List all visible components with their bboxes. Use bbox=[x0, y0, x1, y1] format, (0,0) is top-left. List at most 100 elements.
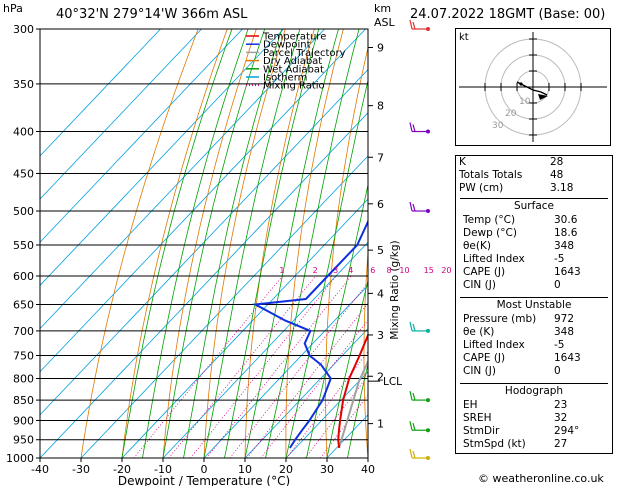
isotherm-line bbox=[162, 241, 368, 458]
location-title: 40°32'N 279°14'W 366m ASL bbox=[56, 7, 248, 22]
surface-theta-value: 348 bbox=[554, 240, 575, 252]
legend-entry: Parcel Trajectory bbox=[263, 48, 346, 59]
surface-theta-label: θe(K) bbox=[463, 240, 491, 252]
isotherm-line bbox=[244, 327, 368, 458]
wind-barb-flag bbox=[409, 201, 413, 212]
pressure-tick-label: 750 bbox=[13, 349, 34, 362]
wet-adiabat-line bbox=[347, 362, 368, 458]
x-axis-label: Dewpoint / Temperature (°C) bbox=[118, 474, 290, 486]
mixing-ratio-label: 3 bbox=[333, 266, 338, 275]
stmdir-value: 294° bbox=[554, 425, 580, 437]
stmspd-value: 27 bbox=[554, 438, 568, 450]
km-tick-label: 6 bbox=[377, 198, 384, 211]
pressure-tick-label: 800 bbox=[13, 372, 34, 385]
mixing-ratio-label: 1 bbox=[279, 266, 284, 275]
wind-barb-dot bbox=[426, 456, 430, 460]
dry-adiabat-line bbox=[401, 29, 430, 458]
surface-section: Surface Temp (°C) 30.6 Dewp (°C) 18.6 θe(K… bbox=[460, 198, 608, 294]
wind-barb-dot bbox=[426, 129, 430, 134]
pressure-tick-label: 500 bbox=[13, 205, 34, 218]
dry-adiabat-line bbox=[80, 29, 199, 458]
lcl-label: LCL bbox=[383, 376, 402, 388]
hpa-label: hPa bbox=[3, 2, 23, 15]
isotherm-line bbox=[121, 198, 368, 458]
pw-row: PW (cm) 3.18 bbox=[456, 182, 612, 195]
km-tick-label: 4 bbox=[377, 287, 384, 300]
km-tick-label: 3 bbox=[377, 329, 384, 342]
surface-dewp-value: 18.6 bbox=[554, 227, 578, 239]
hodo-stats-title: Hodograph bbox=[504, 385, 564, 397]
wind-barb-flag bbox=[412, 21, 416, 30]
sreh-label: SREH bbox=[463, 412, 492, 424]
mixing-ratio-label: 6 bbox=[370, 266, 375, 275]
isotherm-line bbox=[203, 284, 368, 458]
legend-entry: Isotherm bbox=[263, 73, 307, 84]
isotherm-line bbox=[40, 29, 161, 157]
wind-barbs bbox=[409, 19, 430, 460]
parcel-trajectory-line bbox=[338, 359, 368, 449]
pressure-tick-label: 450 bbox=[13, 167, 34, 180]
legend-entry: Temperature bbox=[262, 32, 326, 43]
chart-profiles bbox=[252, 219, 368, 449]
wind-barb-flag bbox=[409, 122, 413, 132]
wind-barb-flag bbox=[412, 124, 416, 132]
isotherm-line bbox=[40, 29, 202, 200]
pressure-tick-label: 900 bbox=[13, 414, 34, 427]
legend-entry: Dewpoint bbox=[263, 40, 311, 51]
pressure-tick-label: 650 bbox=[13, 299, 34, 312]
hodo-ring-label: 20 bbox=[505, 109, 517, 119]
y-axis-label: Mixing Ratio (g/kg) bbox=[389, 240, 401, 339]
wind-barb-dot bbox=[426, 398, 430, 403]
surface-li-value: -5 bbox=[554, 253, 565, 265]
wind-barb-flag bbox=[409, 321, 413, 332]
dry-adiabat-line bbox=[285, 29, 344, 458]
hodograph: kt 10 20 30 bbox=[455, 28, 611, 146]
temperature-tick-label: 40 bbox=[361, 463, 375, 476]
temperature-tick-label: -40 bbox=[31, 463, 49, 476]
hodo-ring-label: 10 bbox=[519, 97, 531, 107]
chart-grid bbox=[40, 29, 430, 458]
hodo-ring-label: 30 bbox=[492, 121, 504, 131]
temperature-tick-label: -20 bbox=[113, 463, 131, 476]
mixing-ratio-line bbox=[246, 302, 368, 458]
wind-barb-flag bbox=[409, 448, 413, 459]
km-tick-label: 1 bbox=[377, 418, 384, 431]
wind-barb-flag bbox=[409, 19, 413, 30]
mixing-ratio-label: 10 bbox=[399, 266, 409, 275]
pressure-tick-label: 850 bbox=[13, 394, 34, 407]
temperature-tick-label: -30 bbox=[72, 463, 90, 476]
km-tick-label: 7 bbox=[377, 151, 384, 164]
wet-adiabat-line bbox=[121, 29, 233, 458]
mixing-ratio-line bbox=[286, 351, 368, 458]
wind-barb-flag bbox=[412, 450, 416, 459]
asl-label: ASL bbox=[374, 16, 395, 29]
pressure-tick-label: 300 bbox=[13, 23, 34, 36]
pressure-tick-label: 550 bbox=[13, 239, 34, 252]
wind-barb-flag bbox=[412, 203, 416, 212]
temperature-tick-label: 10 bbox=[238, 463, 252, 476]
temperature-tick-label: 0 bbox=[201, 463, 208, 476]
isotherm-line bbox=[80, 155, 368, 458]
pressure-tick-label: 1000 bbox=[6, 452, 34, 465]
most-unstable-title: Most Unstable bbox=[496, 299, 572, 311]
pressure-tick-label: 400 bbox=[13, 126, 34, 139]
eh-value: 23 bbox=[554, 399, 568, 411]
km-label: km bbox=[374, 2, 392, 15]
wind-barb-flag bbox=[412, 392, 416, 401]
pressure-tick-label: 700 bbox=[13, 325, 34, 338]
surface-dewp-label: Dewp (°C) bbox=[463, 227, 517, 239]
legend-entry: Wet Adiabat bbox=[263, 64, 324, 75]
k-value: 28 bbox=[550, 156, 564, 168]
tt-row: Totals Totals 48 bbox=[456, 169, 612, 182]
wind-barb-dot bbox=[426, 209, 430, 214]
isotherm-line bbox=[40, 112, 368, 458]
tt-label: Totals Totals bbox=[459, 169, 523, 181]
k-label: K bbox=[459, 156, 466, 168]
tt-value: 48 bbox=[550, 169, 564, 181]
mu-cape-value: 1643 bbox=[554, 352, 581, 364]
sreh-value: 32 bbox=[554, 412, 568, 424]
mixing-ratio-label: 2 bbox=[313, 266, 318, 275]
legend-entry: Mixing Ratio bbox=[263, 81, 325, 92]
